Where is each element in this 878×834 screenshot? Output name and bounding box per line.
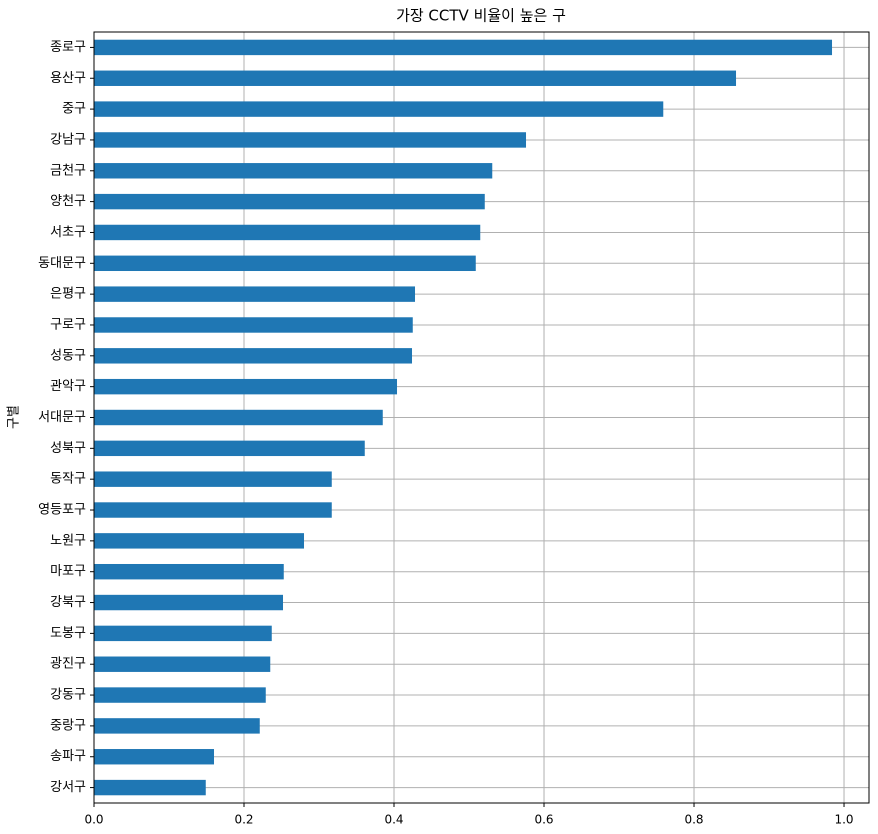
y-tick-label: 종로구 [50,40,86,55]
bar [94,317,413,333]
x-tick-label: 0.8 [684,813,703,827]
y-tick-label: 광진구 [50,657,86,672]
x-tick-label: 0.0 [84,813,103,827]
bar [94,101,664,117]
bar [94,749,215,765]
y-tick-label: 중구 [62,102,86,117]
y-tick-label: 중랑구 [50,718,86,733]
y-tick-label: 영등포구 [38,503,86,518]
bar [94,163,493,179]
x-tick-label: 0.4 [384,813,403,827]
bar [94,625,272,642]
bar [94,286,416,302]
bar [94,224,481,241]
bar [94,718,260,734]
y-tick-label: 동대문구 [38,256,86,271]
y-tick-label: 서초구 [50,225,86,240]
y-tick-label: 동작구 [50,472,86,487]
x-tick-label: 0.2 [234,813,253,827]
y-tick-label: 양천구 [50,194,86,209]
y-tick-label: 성북구 [50,441,86,456]
bar [94,193,485,210]
y-tick-label: 금천구 [50,163,86,178]
bar [94,255,476,272]
bar [94,132,527,148]
x-tick-label: 1.0 [834,813,853,827]
y-tick-label: 도봉구 [50,626,86,641]
y-tick-label: 강서구 [50,780,86,795]
bar [94,779,206,796]
x-tick-label: 0.6 [534,813,553,827]
bar [94,533,305,549]
y-tick-label: 노원구 [50,533,86,548]
y-tick-label: 강동구 [50,688,86,703]
bar [94,502,332,518]
y-tick-label: 성동구 [50,348,86,363]
bar [94,471,332,487]
bar [94,594,284,611]
y-tick-label: 관악구 [50,379,86,394]
y-tick-label: 서대문구 [38,410,86,425]
chart-title: 가장 CCTV 비율이 높은 구 [396,7,566,25]
bar [94,656,271,672]
bar [94,563,284,580]
plot-frame [93,31,870,804]
y-tick-label: 은평구 [50,287,86,302]
bar [94,440,365,457]
y-axis-label: 구별 [7,405,22,429]
bar [94,348,413,364]
y-tick-label: 송파구 [50,749,86,764]
y-tick-label: 구로구 [50,317,86,332]
bar [94,409,383,426]
y-tick-label: 강남구 [50,132,86,147]
y-tick-label: 강북구 [50,595,86,610]
bar [94,70,737,86]
bar [94,378,398,395]
bar [94,39,833,56]
y-tick-label: 마포구 [50,564,86,579]
bar [94,687,266,703]
y-tick-label: 용산구 [50,71,86,86]
